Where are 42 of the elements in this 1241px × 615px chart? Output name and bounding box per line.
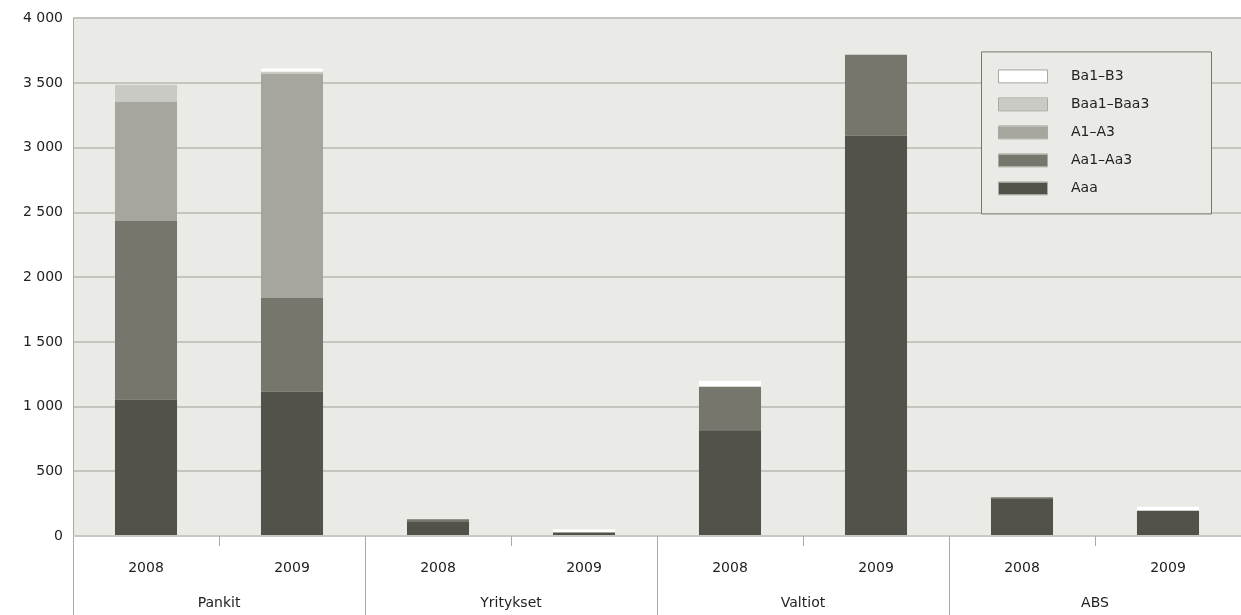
text: Pankit xyxy=(197,593,241,610)
legend-label: A1–A3 xyxy=(1071,123,1115,140)
legend-label: Baa1–Baa3 xyxy=(1071,95,1150,112)
bar xyxy=(1136,510,1200,535)
x-tick-label: 2009 xyxy=(566,559,602,576)
y-tick-label: 2 000 xyxy=(22,267,63,284)
y-tick-label: 500 xyxy=(36,461,63,478)
bar xyxy=(844,54,908,136)
x-tick-label: 2009 xyxy=(274,559,310,576)
bar xyxy=(698,430,762,535)
bar xyxy=(260,73,324,298)
x-tick-label: 2008 xyxy=(1004,559,1040,576)
bar xyxy=(844,135,908,535)
bar xyxy=(406,519,470,523)
x-tick-label: 2008 xyxy=(128,559,164,576)
text: Yritykset xyxy=(479,593,543,610)
bar xyxy=(406,522,470,535)
x-tick-label: 2009 xyxy=(1150,559,1186,576)
bar xyxy=(114,399,178,535)
x-tick-label: 2008 xyxy=(420,559,456,576)
text: ABS xyxy=(1081,593,1110,610)
bar xyxy=(260,297,324,392)
legend-label: Ba1–B3 xyxy=(1071,67,1124,84)
legend-label: Aa1–Aa3 xyxy=(1071,151,1133,168)
x-tick-label: 2009 xyxy=(858,559,894,576)
bar xyxy=(1136,506,1200,511)
y-tick-label: 4 000 xyxy=(22,9,63,26)
bar xyxy=(990,498,1054,535)
bar xyxy=(698,386,762,431)
y-tick-label: 0 xyxy=(54,526,63,543)
x-tick-label: 2008 xyxy=(712,559,748,576)
y-tick-label: 1 000 xyxy=(22,397,63,414)
y-tick-label: 3 500 xyxy=(22,73,63,90)
legend-label: Aaa xyxy=(1071,179,1098,196)
bar xyxy=(698,381,762,387)
y-tick-label: 2 500 xyxy=(22,203,63,220)
text: Valtiot xyxy=(780,593,826,610)
y-tick-label: 1 500 xyxy=(22,332,63,349)
bar xyxy=(114,220,178,400)
y-tick-label: 3 000 xyxy=(22,138,63,155)
bar xyxy=(114,101,178,221)
bar xyxy=(260,391,324,535)
